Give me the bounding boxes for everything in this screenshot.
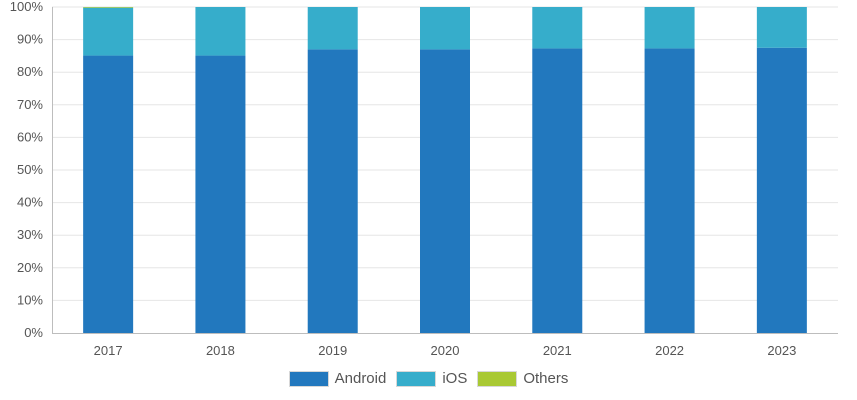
y-tick-label: 50% [17, 162, 43, 177]
bars-group [83, 7, 807, 333]
bar-ios-2022[interactable] [644, 7, 695, 49]
x-tick-label: 2020 [431, 343, 460, 358]
legend-item-ios[interactable]: iOS [396, 370, 467, 387]
legend-label: iOS [442, 370, 468, 387]
bar-android-2023[interactable] [756, 47, 807, 333]
y-tick-label: 20% [17, 260, 43, 275]
y-axis-tick-labels: 0% 10% 20% 30% 40% 50% 60% 70% 80% 90% 100% [10, 0, 44, 340]
x-tick-label: 2019 [318, 343, 347, 358]
y-tick-label: 10% [17, 292, 43, 307]
y-tick-label: 100% [10, 0, 44, 14]
x-tick-label: 2017 [94, 343, 123, 358]
bar-ios-2018[interactable] [195, 7, 246, 56]
legend-swatch [477, 370, 518, 387]
bar-ios-2023[interactable] [756, 7, 807, 48]
y-tick-label: 90% [17, 32, 43, 47]
bar-ios-2019[interactable] [307, 7, 358, 50]
bar-android-2019[interactable] [307, 49, 358, 333]
bar-ios-2017[interactable] [83, 7, 134, 56]
bar-android-2020[interactable] [420, 49, 470, 333]
legend: Android iOS Others [0, 370, 857, 387]
y-tick-label: 40% [17, 195, 43, 210]
axes [52, 7, 838, 334]
legend-item-others[interactable]: Others [477, 370, 568, 387]
x-tick-label: 2018 [206, 343, 235, 358]
bar-android-2018[interactable] [195, 55, 246, 333]
x-axis-tick-labels: 2017 2018 2019 2020 2021 2022 2023 [94, 343, 797, 358]
x-tick-label: 2022 [655, 343, 684, 358]
x-tick-label: 2023 [767, 343, 796, 358]
bar-ios-2020[interactable] [420, 7, 470, 50]
y-tick-label: 80% [17, 64, 43, 79]
legend-swatch [396, 370, 437, 387]
y-tick-label: 30% [17, 227, 43, 242]
legend-label: Android [334, 370, 387, 387]
bar-android-2022[interactable] [644, 48, 695, 333]
y-tick-label: 70% [17, 97, 43, 112]
y-tick-label: 0% [24, 325, 43, 340]
y-tick-label: 60% [17, 129, 43, 144]
legend-item-android[interactable]: Android [288, 370, 387, 387]
legend-label: Others [523, 370, 569, 387]
x-tick-label: 2021 [543, 343, 572, 358]
bar-ios-2021[interactable] [532, 7, 583, 49]
bar-android-2017[interactable] [83, 55, 134, 333]
bar-android-2021[interactable] [532, 48, 583, 333]
bar-others-2017[interactable] [83, 7, 134, 8]
legend-swatch [288, 370, 329, 387]
